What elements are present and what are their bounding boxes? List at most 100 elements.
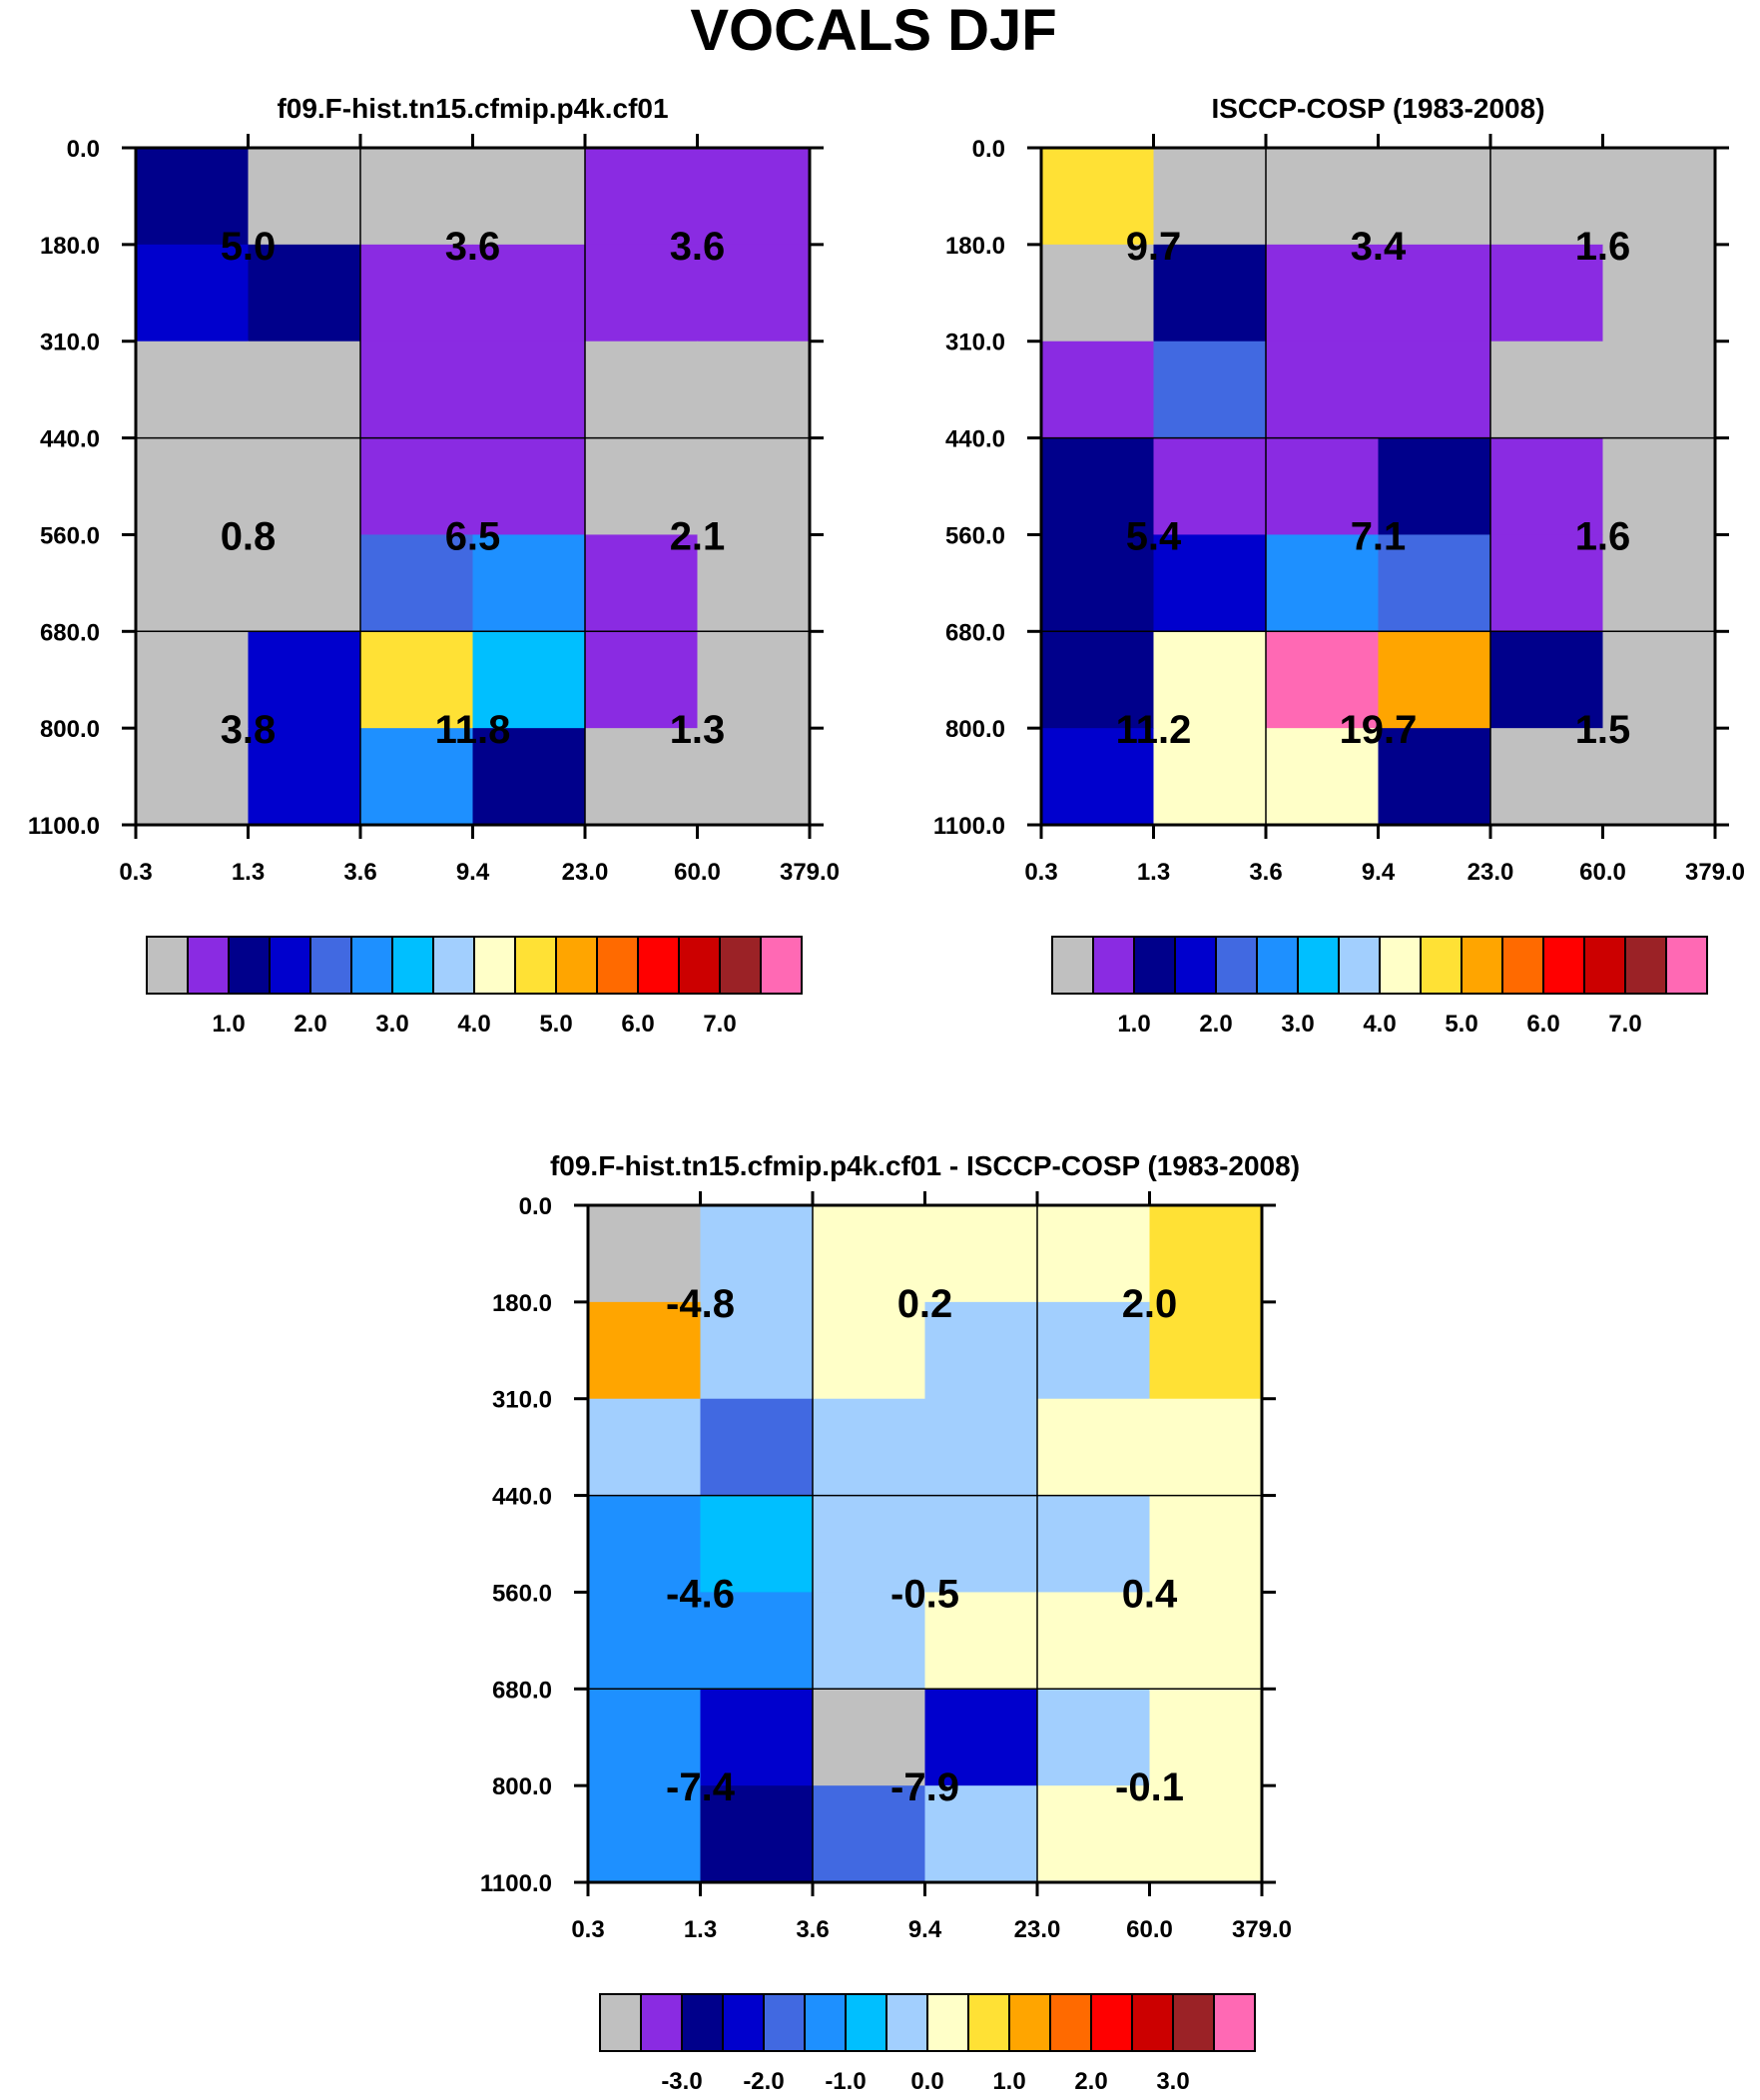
heatmap-cell [588,1689,702,1786]
heatmap-cell [1037,1301,1151,1400]
colorbar-label: 2.0 [1199,1011,1232,1038]
colorbar-label: 0.0 [910,2068,943,2095]
y-tick-label: 560.0 [945,522,1005,549]
colorbar-swatch [722,1993,765,2052]
heatmap-cell [813,1495,926,1594]
heatmap-cell [1490,244,1604,343]
x-tick-label: 1.3 [684,1916,717,1943]
y-tick-label: 310.0 [40,330,100,356]
colorbar-label: 5.0 [539,1011,572,1038]
y-tick-label: 800.0 [492,1773,552,1800]
colorbar-label: -2.0 [743,2068,784,2095]
colorbar-swatch [1131,1993,1174,2052]
x-tick-label: 23.0 [1014,1916,1061,1943]
heatmap-cell [1266,244,1380,343]
x-tick-label: 3.6 [1249,859,1282,886]
heatmap-cell [1149,1689,1263,1786]
heatmap-cell [700,1592,814,1690]
cell-value-label: 1.6 [1575,225,1631,269]
panels: f09.F-hist.tn15.cfmip.p4k.cf01 0.3 1.3 3.6 9… [28,93,1745,2095]
heatmap-cell [697,148,811,246]
heatmap-cell [136,341,250,439]
colorbar-label: 4.0 [1363,1011,1396,1038]
colorbar-label: 5.0 [1445,1011,1477,1038]
heatmap-cell [1266,534,1380,632]
heatmap-cell [1602,631,1716,729]
heatmap-cell [1378,631,1491,729]
y-tick-label: 0.0 [67,136,100,163]
cell-value-label: 11.2 [1116,708,1192,752]
heatmap-cell [248,148,361,246]
heatmap-cell [472,534,586,632]
colorbar-label: 3.0 [1156,2068,1189,2095]
heatmap-cell [813,1398,926,1497]
heatmap-cell [585,148,699,246]
panel-1: f09.F-hist.tn15.cfmip.p4k.cf01 0.3 1.3 3.6 9… [28,93,840,1038]
heatmap-cell [1602,341,1716,439]
heatmap-cell [924,1592,1038,1690]
colorbar-swatch [269,936,311,995]
heatmap-cell [1041,244,1155,343]
heatmap-cell [1490,148,1604,246]
colorbar-swatch [1379,936,1422,995]
colorbar-label: -1.0 [825,2068,866,2095]
x-tick-label: 3.6 [796,1916,829,1943]
heatmap-cell [136,148,250,246]
heatmap-cell [1149,1785,1263,1883]
x-tick-label: 60.0 [1579,859,1626,886]
cell-value-label: 5.0 [221,225,277,269]
cell-value-label: 0.8 [221,514,277,558]
y-tick-label: 560.0 [492,1580,552,1607]
y-tick-label: 310.0 [945,330,1005,356]
colorbar-swatch [681,1993,724,2052]
colorbar-swatch [596,936,639,995]
colorbar-swatch [1256,936,1299,995]
panel-2: ISCCP-COSP (1983-2008) 0.3 1.3 3.6 9.4 23.0 60… [933,93,1745,1038]
y-tick-label: 680.0 [40,619,100,646]
heatmap-cell [813,1301,926,1400]
heatmap-cell [697,244,811,343]
heatmap-cell [1490,341,1604,439]
cell-value-label: 3.6 [445,225,501,269]
colorbar-swatch [1420,936,1463,995]
x-tick-label: 379.0 [1685,859,1745,886]
heatmap-cell [360,437,474,536]
colorbar-swatch [350,936,393,995]
colorbar-swatch [763,1993,806,2052]
colorbar-swatch [1051,936,1094,995]
y-tick-label: 1100.0 [480,1870,552,1897]
heatmap-cell [588,1495,702,1594]
y-tick-label: 800.0 [40,716,100,743]
cell-value-label: 5.4 [1126,514,1182,558]
colorbar: 1.0 2.0 3.0 4.0 5.0 6.0 7.0 [146,936,803,1038]
heatmap-cell [1037,1689,1151,1786]
heatmap-cell [697,631,811,729]
colorbar-swatch [1172,1993,1215,2052]
x-tick-label: 23.0 [1467,859,1514,886]
heatmap-cell [1041,437,1155,536]
x-tick-label: 379.0 [780,859,840,886]
cell-value-label: 1.3 [670,708,726,752]
heatmap-cell [136,534,250,632]
heatmap-cell [924,1398,1038,1497]
cell-value-label: 11.8 [435,708,511,752]
heatmap-cell [1153,631,1267,729]
heatmap-cell [588,1592,702,1690]
colorbar-label: 1.0 [992,2068,1025,2095]
panel-title: f09.F-hist.tn15.cfmip.p4k.cf01 [277,93,668,124]
heatmap-cell [585,534,699,632]
heatmap-cell [924,1301,1038,1400]
heatmap-cell [360,631,474,729]
heatmap-cell [585,244,699,343]
colorbar-swatch [845,1993,887,2052]
heatmap-cell [1266,148,1380,246]
cell-value-label: -4.8 [666,1282,735,1326]
heatmap-cell [588,1205,702,1303]
heatmap-cell [1378,728,1491,826]
heatmap-cell [1153,437,1267,536]
heatmap-cell [1153,341,1267,439]
y-tick-label: 310.0 [492,1387,552,1414]
heatmap-cell [1602,148,1716,246]
heatmap-cell [248,631,361,729]
colorbar-swatch [719,936,762,995]
